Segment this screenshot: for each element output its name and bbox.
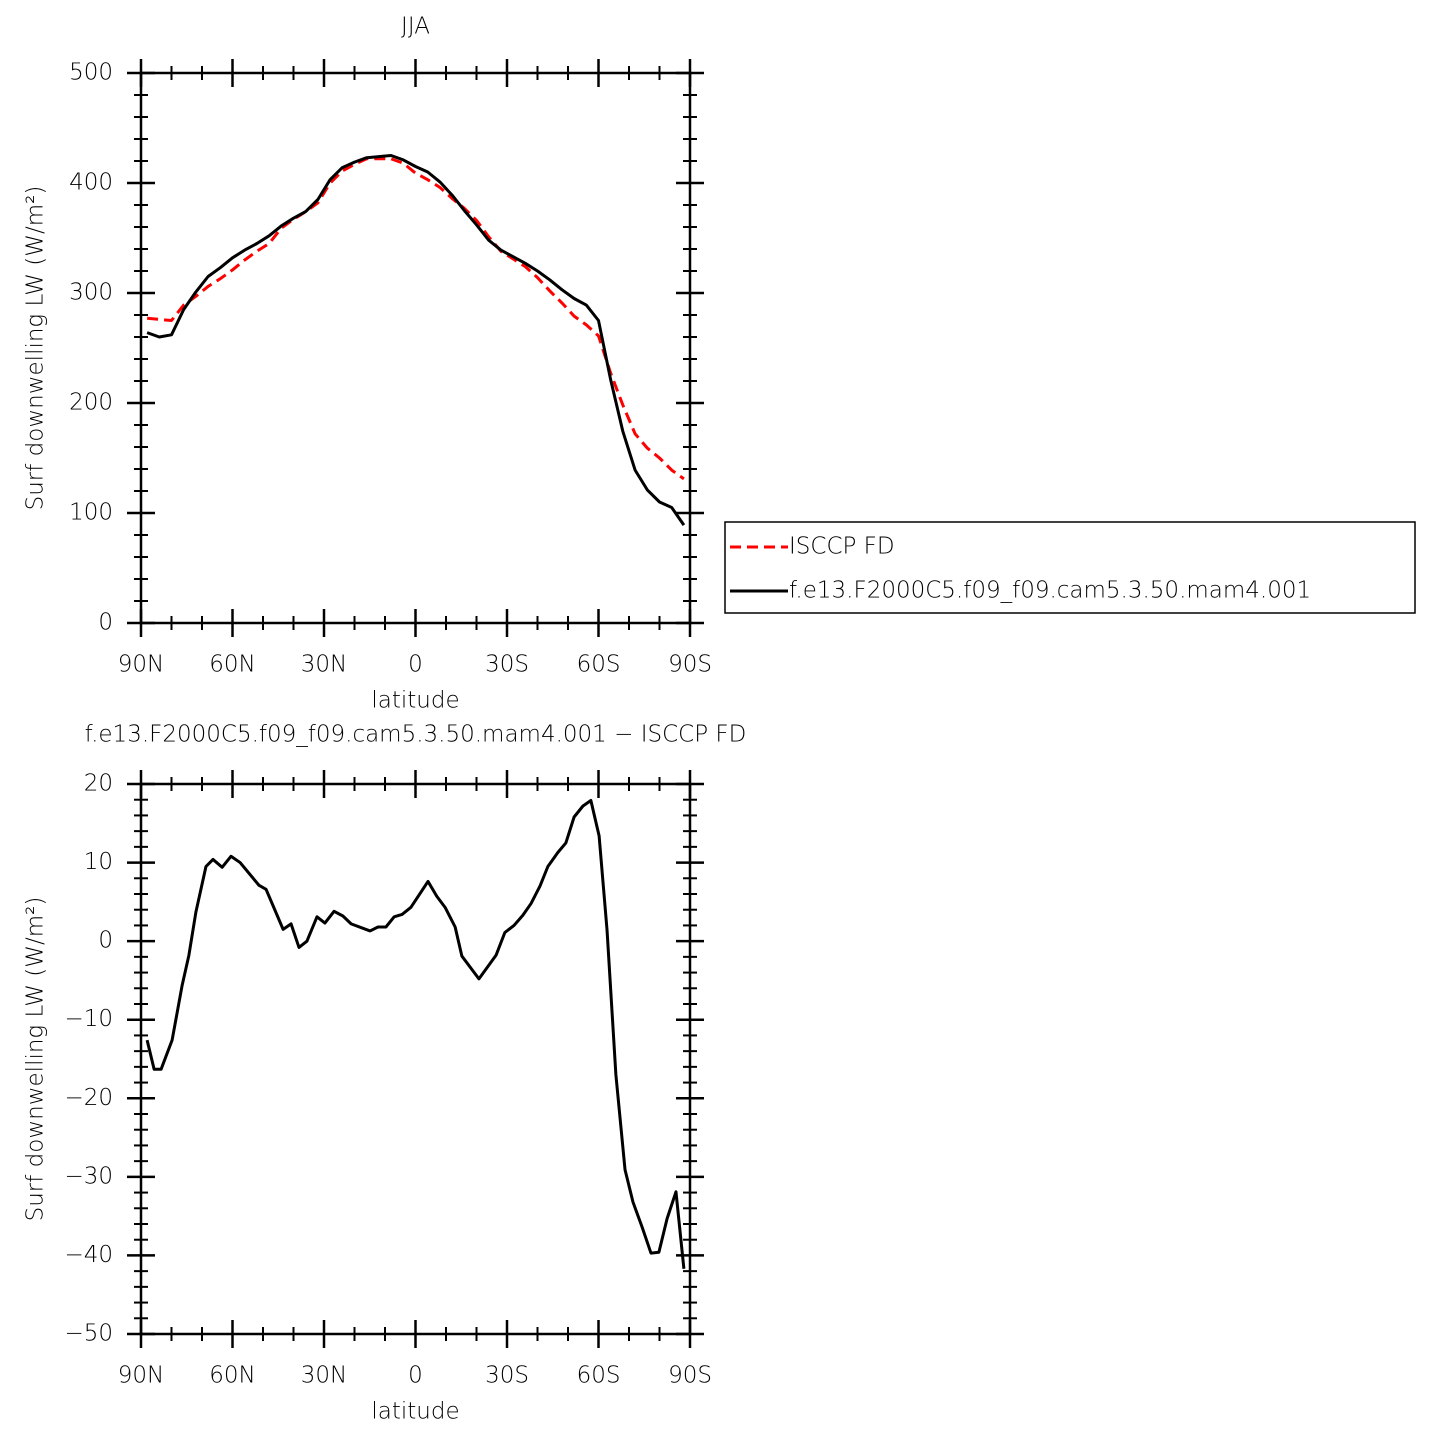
y-axis-label: Surf downwelling LW (W/m²) <box>23 186 49 511</box>
x-axis-label: latitude <box>371 688 459 714</box>
plot-frame <box>139 71 692 625</box>
y-axis-label: Surf downwelling LW (W/m²) <box>23 897 49 1222</box>
x-tick-label: 90S <box>668 652 712 678</box>
y-tick-label: 20 <box>84 771 113 797</box>
y-tick-label: 100 <box>69 500 113 526</box>
y-tick-label: 500 <box>69 60 113 86</box>
y-tick-label: −30 <box>64 1163 113 1189</box>
x-tick-label: 0 <box>408 652 423 678</box>
y-tick-label: −20 <box>64 1085 113 1111</box>
x-axis-label: latitude <box>371 1399 459 1425</box>
legend-box <box>724 521 1416 614</box>
chart-title: f.e13.F2000C5.f09_f09.cam5.3.50.mam4.001… <box>85 722 747 748</box>
x-tick-label: 30N <box>301 652 347 678</box>
x-tick-label: 30N <box>301 1363 347 1389</box>
data-line <box>146 154 686 526</box>
x-tick-label: 90S <box>668 1363 712 1389</box>
x-tick-label: 60N <box>209 652 255 678</box>
x-tick-label: 60S <box>577 1363 621 1389</box>
y-tick-label: −10 <box>64 1006 113 1032</box>
y-tick-label: 0 <box>98 610 113 636</box>
x-tick-label: 60N <box>209 1363 255 1389</box>
x-tick-label: 30S <box>485 652 529 678</box>
x-tick-label: 0 <box>408 1363 423 1389</box>
x-tick-label: 60S <box>577 652 621 678</box>
plot-frame <box>139 782 692 1336</box>
x-tick-label: 90N <box>118 1363 164 1389</box>
y-tick-label: −50 <box>64 1321 113 1347</box>
legend-label: ISCCP FD <box>789 534 895 560</box>
y-tick-label: −40 <box>64 1242 113 1268</box>
y-tick-label: 300 <box>69 280 113 306</box>
y-tick-label: 200 <box>69 390 113 416</box>
data-line <box>146 157 685 481</box>
x-tick-label: 90N <box>118 652 164 678</box>
x-tick-label: 30S <box>485 1363 529 1389</box>
legend-label: f.e13.F2000C5.f09_f09.cam5.3.50.mam4.001 <box>789 578 1311 604</box>
chart-title: JJA <box>401 14 430 40</box>
data-line <box>145 799 686 1269</box>
y-tick-label: 400 <box>69 170 113 196</box>
y-tick-label: 10 <box>84 849 113 875</box>
y-tick-label: 0 <box>98 928 113 954</box>
